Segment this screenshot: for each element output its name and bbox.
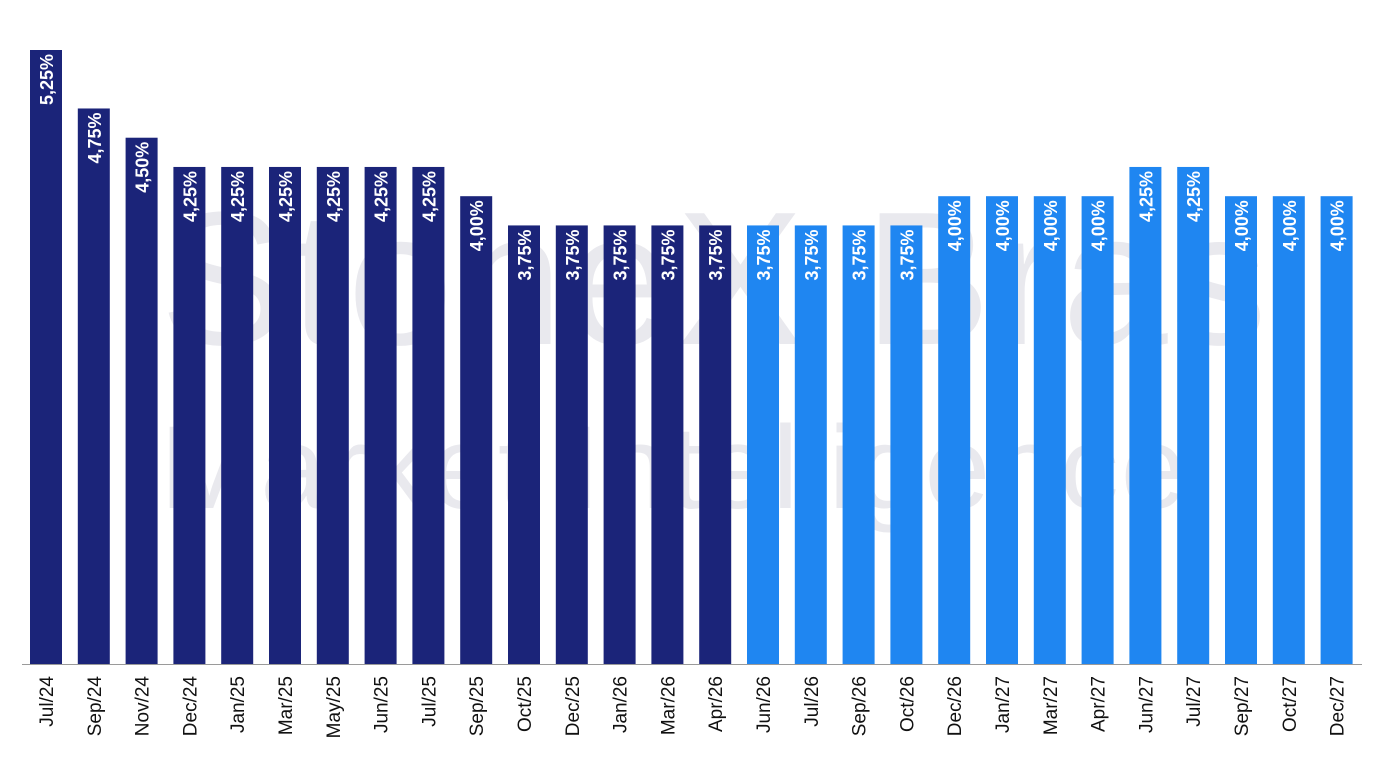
data-label: 4,00%: [1089, 200, 1109, 251]
data-label: 4,25%: [276, 171, 296, 222]
x-tick-label: Mar/26: [658, 676, 679, 735]
data-label: 4,25%: [1184, 171, 1204, 222]
x-tick-label: Jun/27: [1136, 676, 1157, 733]
bar: [1177, 166, 1210, 664]
data-label: 3,75%: [706, 229, 726, 280]
data-label: 3,75%: [802, 229, 822, 280]
x-tick-label: Nov/24: [133, 676, 154, 737]
data-label: 5,25%: [37, 54, 57, 105]
bar: [651, 225, 684, 664]
bar: [77, 108, 110, 664]
x-tick-label: Jul/26: [802, 676, 823, 727]
bar: [603, 225, 636, 664]
bar: [699, 225, 732, 664]
bar: [1225, 196, 1257, 664]
x-tick-label: Apr/27: [1089, 676, 1110, 732]
x-tick-label: Mar/27: [1041, 676, 1062, 735]
x-tick-label: Jan/27: [993, 676, 1014, 733]
data-label: 4,75%: [85, 112, 105, 163]
x-tick-label: May/25: [324, 676, 345, 738]
data-label: 3,75%: [515, 229, 535, 280]
x-tick-label: Apr/26: [706, 676, 727, 732]
data-label: 4,00%: [1232, 200, 1252, 251]
bar: [842, 225, 875, 664]
x-tick-label: Oct/26: [897, 676, 918, 732]
data-label: 3,75%: [563, 229, 583, 280]
bar: [316, 166, 349, 664]
bar: [508, 225, 540, 664]
data-label: 3,75%: [611, 229, 631, 280]
data-label: 4,00%: [1328, 200, 1348, 251]
bar: [938, 196, 971, 664]
bar: [221, 166, 254, 664]
x-tick-label: Dec/27: [1328, 676, 1349, 736]
bar: [1129, 166, 1162, 664]
x-tick-label: Sep/25: [467, 676, 488, 736]
bar: [30, 50, 62, 664]
data-label: 4,25%: [180, 171, 200, 222]
x-tick-label: Jun/25: [372, 676, 393, 733]
bar: [794, 225, 827, 664]
bar: [555, 225, 588, 664]
bar: [173, 166, 206, 664]
data-label: 4,50%: [133, 142, 153, 193]
x-tick-label: Sep/26: [850, 676, 871, 736]
x-tick-label: Oct/27: [1280, 676, 1301, 732]
x-tick-label: Sep/27: [1232, 676, 1253, 736]
x-tick-label: Dec/26: [945, 676, 966, 736]
data-label: 3,75%: [850, 229, 870, 280]
bar: [269, 166, 301, 664]
x-tick-label: Mar/25: [276, 676, 297, 735]
bar: [1081, 196, 1114, 664]
x-tick-label: Dec/25: [563, 676, 584, 736]
x-tick-label: Jul/24: [37, 676, 58, 727]
data-label: 4,00%: [467, 200, 487, 251]
bar: [1272, 196, 1305, 664]
x-tick-label: Jun/26: [754, 676, 775, 733]
data-label: 4,25%: [1136, 171, 1156, 222]
bar: [1320, 196, 1353, 664]
x-tick-label: Jul/27: [1184, 676, 1205, 727]
data-label: 4,00%: [1280, 200, 1300, 251]
x-tick-label: Dec/24: [180, 676, 201, 737]
bar: [890, 225, 923, 664]
data-label: 3,75%: [897, 229, 917, 280]
data-label: 4,00%: [945, 200, 965, 251]
data-label: 4,25%: [419, 171, 439, 222]
bar: [1033, 196, 1066, 664]
bar: [412, 166, 445, 664]
data-label: 3,75%: [658, 229, 678, 280]
bar: [125, 137, 158, 664]
bar: [986, 196, 1018, 664]
bar: [364, 166, 397, 664]
data-label: 4,25%: [372, 171, 392, 222]
bar: [460, 196, 493, 664]
x-tick-label: Jan/26: [611, 676, 632, 733]
data-label: 4,25%: [324, 171, 344, 222]
bar: [747, 225, 779, 664]
data-label: 4,25%: [228, 171, 248, 222]
x-tick-label: Sep/24: [85, 676, 106, 737]
x-tick-label: Jan/25: [228, 676, 249, 733]
x-tick-label: Oct/25: [515, 676, 536, 732]
x-tick-label: Jul/25: [419, 676, 440, 727]
data-label: 4,00%: [1041, 200, 1061, 251]
data-label: 3,75%: [754, 229, 774, 280]
data-label: 4,00%: [993, 200, 1013, 251]
